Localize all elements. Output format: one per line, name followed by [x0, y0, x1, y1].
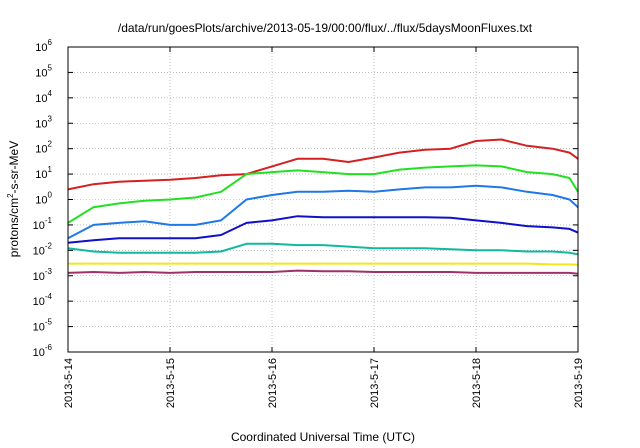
y-tick-label: 103 [35, 114, 52, 130]
x-axis-label: Coordinated Universal Time (UTC) [231, 430, 415, 444]
series-line-4 [67, 215, 579, 244]
axis-ticks: 10-6 10-5 10-4 10-3 10-2 10-1 100 101 102 103 104 1… [33, 38, 585, 408]
series-line-3 [67, 184, 579, 240]
chart-title: /data/run/goesPlots/archive/2013-05-19/0… [118, 21, 533, 35]
x-tick-label: 2013-5-18 [471, 358, 483, 408]
series-line-1 [67, 138, 579, 191]
y-tick-label: 10-1 [33, 216, 53, 232]
x-tick-label: 2013-5-16 [267, 358, 279, 408]
y-tick-label: 10-3 [33, 267, 53, 283]
y-axis-label: protons/cm2-s-sr-MeV [6, 141, 21, 257]
y-tick-label: 105 [35, 63, 52, 79]
series-lines [67, 138, 579, 275]
y-tick-label: 10-4 [33, 292, 53, 308]
x-tick-label: 2013-5-15 [165, 358, 177, 408]
y-tick-label: 100 [35, 191, 52, 207]
y-tick-label: 101 [35, 165, 52, 181]
series-line-2 [67, 164, 579, 224]
grid-lines [68, 47, 578, 352]
y-tick-label: 10-6 [33, 343, 53, 359]
x-tick-label: 2013-5-19 [573, 358, 585, 408]
y-tick-label: 10-5 [33, 318, 53, 334]
y-tick-label: 106 [35, 38, 52, 54]
x-tick-label: 2013-5-14 [63, 358, 75, 408]
y-tick-label: 10-2 [33, 241, 53, 257]
series-line-7 [67, 269, 579, 275]
x-tick-label: 2013-5-17 [369, 358, 381, 408]
series-line-6 [68, 262, 579, 266]
y-tick-label: 104 [35, 89, 52, 105]
y-tick-label: 102 [35, 140, 52, 156]
series-line-5 [67, 242, 579, 256]
